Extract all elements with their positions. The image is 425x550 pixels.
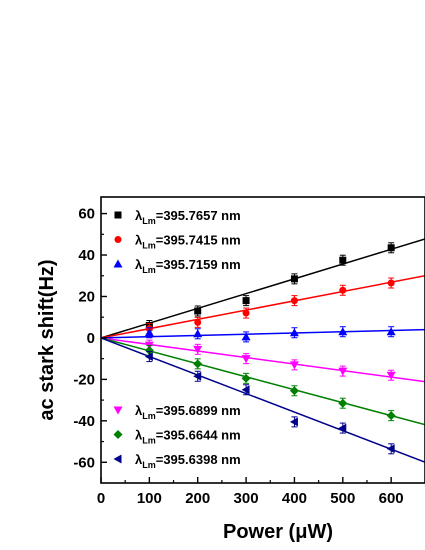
y-tick-label: 40 [78,247,95,264]
data-point [289,386,299,396]
legend: λLm=395.7657 nm λLm=395.7415 nm λLm=395.71… [113,208,241,470]
y-tick-label: -60 [73,454,95,471]
x-tick-label: 300 [234,490,259,507]
fit-line [101,238,425,339]
x-axis-title: Power (μW) [223,521,333,543]
data-point [386,371,396,380]
fit-line [101,337,425,463]
data-point [242,309,250,317]
data-point [290,297,298,305]
data-point [338,423,347,433]
y-tick-label: 20 [78,288,95,305]
y-axis-title: ac stark shift(Hz) [36,259,58,420]
data-point [289,328,299,337]
data-point [241,385,250,395]
data-point [338,398,348,408]
x-tick-label: 600 [379,490,404,507]
fit-line [101,274,425,339]
legend-label: λLm=395.6899 nm [135,403,241,421]
data-point [289,361,299,370]
data-point [386,327,396,336]
legend-marker [114,236,122,243]
legend-marker [114,211,122,219]
fit-line [101,337,425,426]
data-point [241,332,251,341]
plot-frame [100,196,425,484]
data-point [144,345,154,355]
fit-line [101,328,425,339]
x-tick-label: 500 [330,490,355,507]
data-point [387,244,395,252]
data-point [387,279,395,287]
data-point [386,411,396,421]
data-point [242,297,250,305]
data-point [193,371,202,381]
legend-label: λLm=395.6398 nm [135,452,241,470]
fit-line [101,337,425,383]
data-point [193,345,203,354]
plot-lines [101,238,425,463]
data-point [144,328,154,337]
y-tick-label: -40 [73,413,95,430]
data-point [194,318,202,326]
legend-label: λLm=395.7415 nm [135,233,241,251]
data-point [193,359,203,369]
x-tick-label: 400 [282,490,307,507]
x-tick-label: 0 [97,490,105,507]
y-tick-label: 0 [87,330,95,347]
data-point [339,286,347,294]
data-point [194,307,202,315]
legend-marker [113,430,123,439]
x-tick-label: 100 [137,490,162,507]
data-point [290,275,298,283]
axis-ticks: 0 100 200 300 400 500 600 -60 -40 -20 0 20 40 60 [73,206,403,507]
data-point [386,444,395,454]
data-point [241,373,251,383]
legend-label: λLm=395.7657 nm [135,208,241,226]
data-point [241,355,251,364]
y-tick-label: -20 [73,371,95,388]
data-point [193,329,203,338]
legend-marker [113,259,123,268]
x-tick-label: 200 [185,490,210,507]
y-tick-label: 60 [78,206,95,223]
data-point [289,417,298,427]
data-point [338,327,348,336]
data-point [339,256,347,264]
plot-points [144,242,396,455]
legend-marker [113,454,122,464]
data-point [338,367,348,376]
data-point [144,352,153,362]
legend-label: λLm=395.6644 nm [135,428,241,446]
legend-marker [113,406,123,415]
legend-label: λLm=395.7159 nm [135,257,241,275]
